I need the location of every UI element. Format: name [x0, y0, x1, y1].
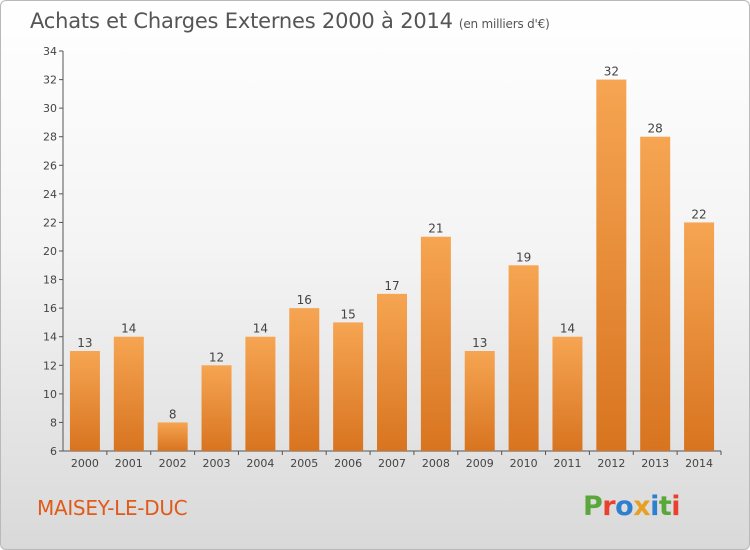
y-tick-label: 26 [43, 159, 57, 172]
y-tick-label: 24 [43, 188, 57, 201]
x-tick-label: 2006 [334, 457, 362, 470]
bar [420, 236, 451, 451]
data-label: 13 [77, 336, 92, 350]
bar [552, 336, 583, 451]
bar [289, 308, 320, 451]
bar [333, 322, 364, 451]
logo-letter: P [583, 491, 603, 522]
title-text: Achats et Charges Externes 2000 à 2014 [30, 9, 453, 33]
data-label: 12 [209, 350, 224, 364]
x-tick-label: 2000 [71, 457, 99, 470]
data-label: 14 [560, 322, 575, 336]
data-label: 22 [691, 207, 706, 221]
x-tick-label: 2009 [466, 457, 494, 470]
proxiti-logo: Proxiti [583, 491, 681, 522]
logo-letter: r [602, 491, 616, 522]
data-label: 14 [121, 322, 136, 336]
x-tick-label: 2005 [290, 457, 318, 470]
bar [113, 336, 144, 451]
data-label: 13 [472, 336, 487, 350]
x-tick-label: 2001 [115, 457, 143, 470]
y-tick-label: 14 [43, 331, 57, 344]
x-tick-label: 2012 [597, 457, 625, 470]
y-tick-label: 8 [50, 416, 57, 429]
logo-letter: i [671, 491, 681, 522]
y-tick-label: 18 [43, 274, 57, 287]
y-tick-label: 20 [43, 245, 57, 258]
x-tick-label: 2003 [203, 457, 231, 470]
commune-name: MAISEY-LE-DUC [37, 496, 188, 520]
bar [684, 222, 715, 451]
bar [464, 351, 495, 451]
logo-letter: t [658, 491, 672, 522]
data-label: 15 [340, 307, 355, 321]
x-tick-label: 2014 [685, 457, 713, 470]
x-tick-label: 2013 [641, 457, 669, 470]
y-tick-label: 10 [43, 388, 57, 401]
data-label: 16 [297, 293, 312, 307]
bar [245, 336, 276, 451]
y-tick-label: 30 [43, 102, 57, 115]
bar [69, 351, 100, 451]
chart-title: Achats et Charges Externes 2000 à 2014 (e… [30, 9, 550, 33]
bar [377, 293, 407, 451]
data-label: 14 [253, 322, 268, 336]
data-label: 28 [648, 122, 663, 136]
bar [157, 422, 188, 451]
logo-letter: i [650, 491, 659, 522]
y-tick-label: 6 [50, 445, 57, 458]
bar [508, 265, 539, 451]
x-tick-label: 2007 [378, 457, 406, 470]
data-label: 21 [428, 222, 443, 236]
y-tick-label: 28 [43, 131, 57, 144]
y-tick-label: 22 [43, 216, 57, 229]
y-tick-label: 32 [43, 74, 57, 87]
data-label: 8 [169, 407, 177, 421]
data-label: 32 [604, 65, 619, 79]
data-label: 19 [516, 250, 531, 264]
y-tick-label: 12 [43, 359, 57, 372]
x-tick-label: 2008 [422, 457, 450, 470]
unit-label: (en milliers d'€) [458, 17, 550, 31]
x-tick-label: 2002 [159, 457, 187, 470]
logo-letter: o [615, 491, 634, 522]
x-tick-label: 2004 [246, 457, 274, 470]
bar-chart: 6 8 10 12 14 16 18 20 22 24 26 28 30 32 34 2000 13 2001 1… [43, 45, 722, 470]
x-tick-label: 2011 [553, 457, 581, 470]
y-tick-label: 34 [43, 45, 57, 58]
y-tick-label: 16 [43, 302, 57, 315]
x-tick-label: 2010 [510, 457, 538, 470]
bar [596, 79, 627, 452]
data-label: 17 [384, 279, 399, 293]
bar [201, 365, 232, 451]
bar [640, 136, 671, 451]
logo-letter: x [633, 491, 651, 522]
